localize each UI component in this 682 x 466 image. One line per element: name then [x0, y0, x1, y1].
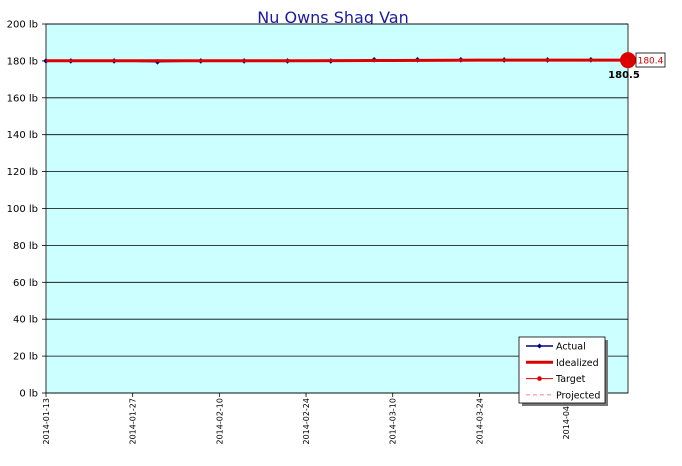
legend-idealized-label: Idealized: [556, 358, 599, 369]
x-tick-label: 2014-03-24: [475, 398, 484, 445]
y-axis-ticks: 0 lb 20 lb 40 lb 60 lb 80 lb 100 lb 120 lb 140 …: [7, 20, 46, 400]
x-tick-label: 2014-02-10: [215, 398, 224, 445]
y-tick-label: 40 lb: [13, 315, 38, 326]
y-tick-label: 60 lb: [13, 278, 38, 289]
series-layer: [43, 52, 636, 69]
y-tick-label: 0 lb: [19, 389, 38, 400]
legend-actual-label: Actual: [556, 342, 586, 353]
y-tick-label: 100 lb: [7, 204, 38, 215]
y-tick-label: 120 lb: [7, 167, 38, 178]
legend-target-marker: [537, 376, 542, 381]
legend: Actual Idealized Target Projected: [518, 336, 608, 406]
end-value-label: 180.5: [608, 70, 640, 81]
legend-actual-marker: [537, 343, 542, 349]
annotations: 180.5 180.4: [608, 52, 666, 81]
x-tick-label: 2014-02-24: [302, 398, 311, 445]
legend-projected-label: Projected: [556, 390, 600, 401]
y-tick-label: 140 lb: [7, 130, 38, 141]
legend-box: [518, 336, 606, 404]
y-tick-label: 20 lb: [13, 352, 38, 363]
end-marker: [620, 52, 636, 69]
y-tick-label: 180 lb: [7, 56, 38, 67]
end-value-box: [635, 52, 666, 68]
grid-lines: [46, 23, 628, 394]
series-idealized-line: [46, 58, 628, 63]
legend-target-label: Target: [555, 374, 586, 385]
x-axis-ticks: 2014-01-13 2014-01-27 2014-02-10 2014-02-24…: [42, 393, 571, 445]
y-tick-label: 200 lb: [7, 20, 38, 31]
chart-title: Nu Owns Shag Van: [257, 8, 408, 27]
y-tick-label: 160 lb: [7, 93, 38, 104]
x-tick-label: 2014-04-0: [562, 398, 571, 439]
x-tick-label: 2014-01-27: [129, 398, 138, 445]
y-tick-label: 80 lb: [13, 241, 38, 252]
x-tick-label: 2014-03-10: [389, 398, 398, 445]
x-tick-label: 2014-01-13: [42, 398, 51, 445]
end-value-box-text: 180.4: [638, 57, 664, 67]
